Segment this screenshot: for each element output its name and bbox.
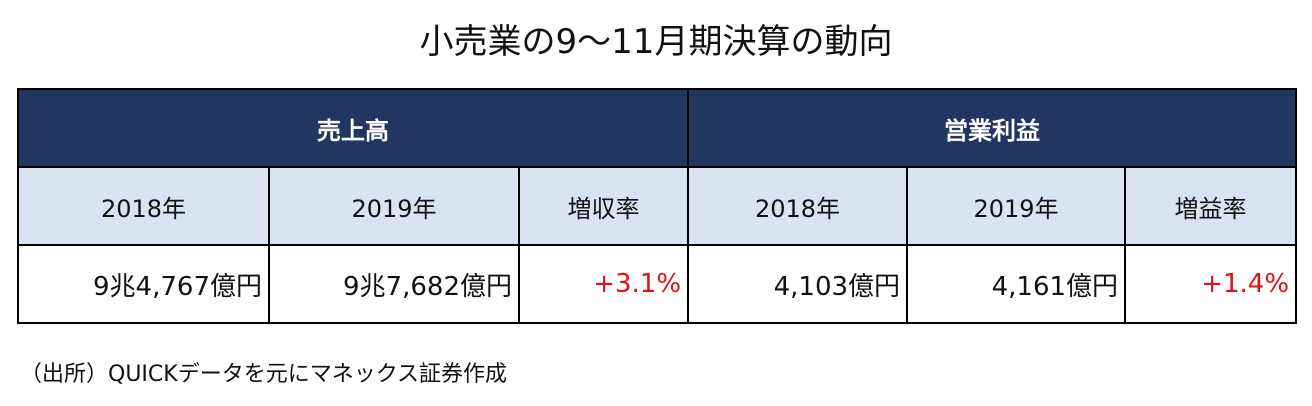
column-header: 2018年: [17, 166, 270, 246]
cell: 9兆4,767億円: [17, 244, 270, 324]
column-header: 2019年: [906, 166, 1127, 246]
column-header: 2019年: [268, 166, 520, 246]
column-row: 2018年 2019年 増収率 2018年 2019年 増益率: [17, 166, 1298, 246]
cell: 4,161億円: [906, 244, 1127, 324]
group-header: 売上高: [16, 88, 690, 168]
title: 小売業の9～11月期決算の動向: [419, 22, 893, 62]
results-table: 売上高 営業利益 2018年 2019年 増収率 2018年 2019年 増益率…: [16, 88, 1298, 324]
column-header: 2018年: [687, 166, 909, 246]
cell: 4,103億円: [687, 244, 909, 324]
cell: +1.4%: [1124, 244, 1298, 324]
group-header: 営業利益: [687, 88, 1298, 168]
cell: 9兆7,682億円: [268, 244, 520, 324]
footnote: （出所）QUICKデータを元にマネックス証券作成: [20, 362, 508, 387]
cell: +3.1%: [517, 244, 690, 324]
group-row: 売上高 営業利益: [16, 88, 1298, 168]
column-header: 増収率: [517, 166, 690, 246]
column-header: 増益率: [1124, 166, 1298, 246]
data-row: 9兆4,767億円 9兆7,682億円 +3.1% 4,103億円 4,161億…: [17, 244, 1298, 324]
